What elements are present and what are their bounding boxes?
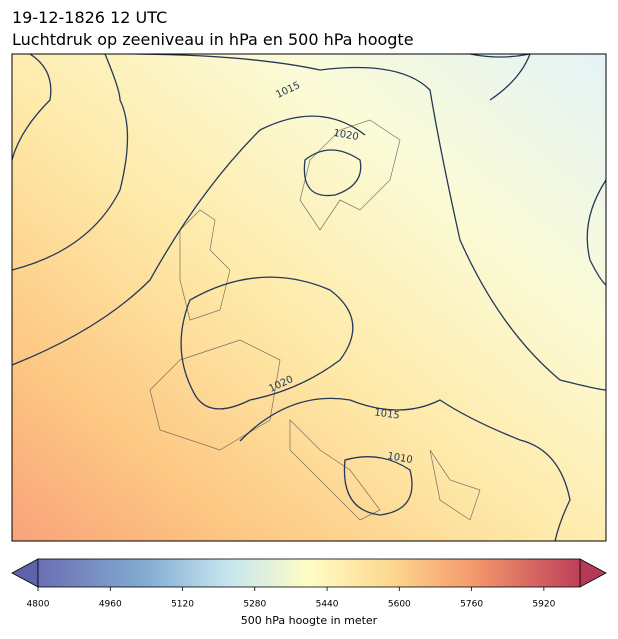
- contour-label: 1020: [332, 128, 359, 143]
- map: [12, 54, 606, 541]
- contour-label: 1015: [274, 80, 302, 101]
- colorbar-tick-label: 5120: [171, 600, 194, 610]
- contour-label: 1015: [374, 407, 401, 421]
- map-frame: [11, 53, 607, 542]
- colorbar: [11, 558, 607, 588]
- colorbar-tick-label: 5920: [532, 600, 555, 610]
- colorbar-tick-label: 4960: [99, 600, 122, 610]
- title-line: 19-12-1826 12 UTC: [12, 8, 168, 27]
- colorbar-label: 500 hPa hoogte in meter: [241, 614, 378, 627]
- colorbar-tick-label: 5760: [460, 600, 483, 610]
- colorbar-tick-label: 5280: [243, 600, 266, 610]
- title-line: Luchtdruk op zeeniveau in hPa en 500 hPa…: [12, 30, 414, 49]
- colorbar-tick-label: 5440: [316, 600, 339, 610]
- colorbar-tick-label: 5600: [388, 600, 411, 610]
- contour-label: 1010: [386, 451, 413, 466]
- colorbar-tick-label: 4800: [27, 600, 50, 610]
- contour-label: 1020: [267, 374, 295, 395]
